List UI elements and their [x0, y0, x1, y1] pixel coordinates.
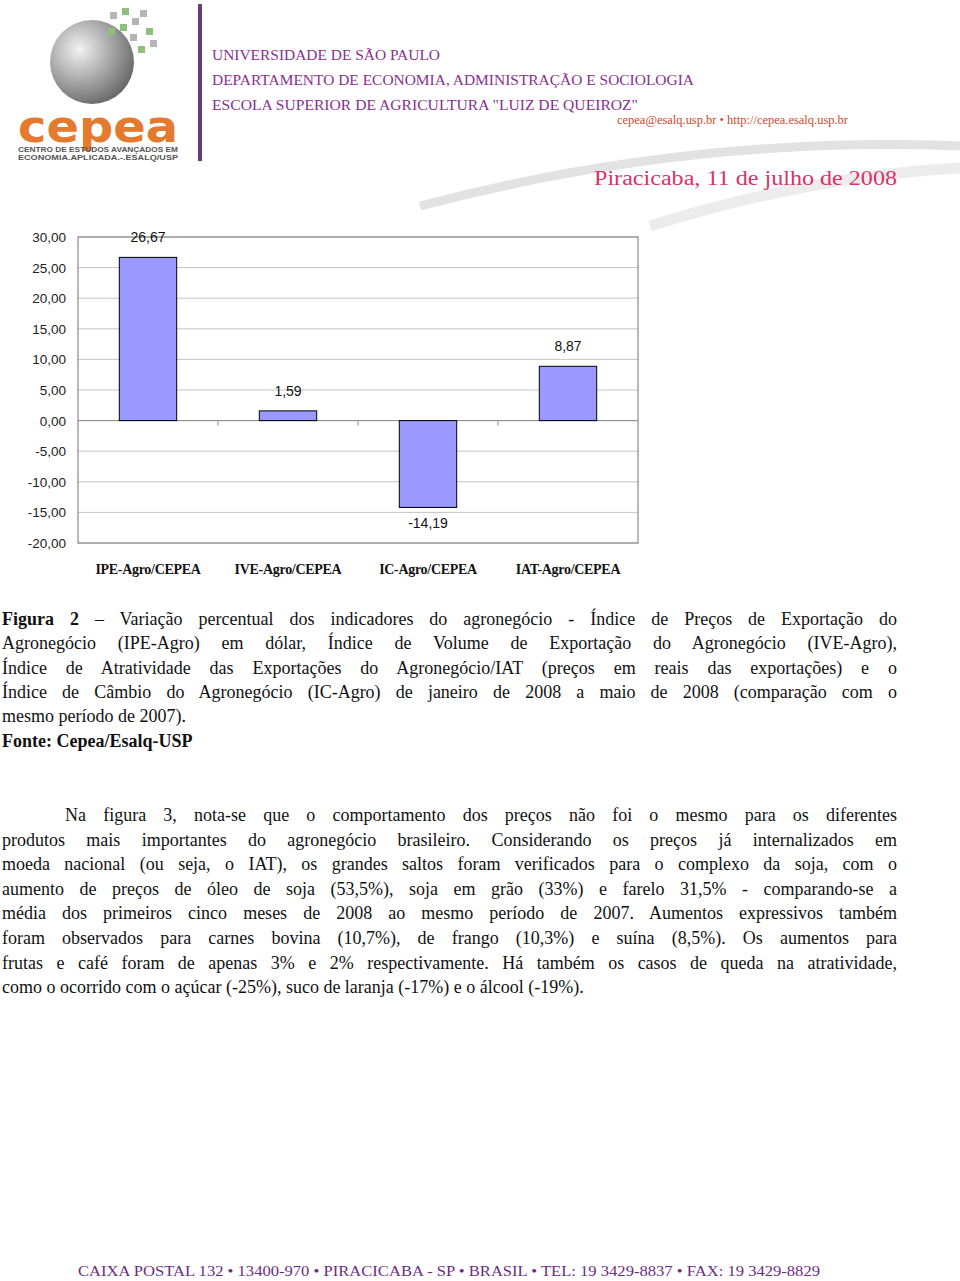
logo-pixel — [120, 24, 127, 31]
paragraph-line: Na figura 3, nota-se que o comportamento… — [65, 803, 897, 827]
bar — [399, 421, 456, 508]
y-tick-label: 20,00 — [32, 291, 66, 306]
caption-label: Figura 2 — [2, 609, 79, 629]
institution-line: ESCOLA SUPERIOR DE AGRICULTURA "LUIZ DE … — [212, 97, 638, 113]
chart: -20,00 -15,00 -10,00 -5,00 0,00 5,00 10,00 15,0… — [28, 229, 638, 577]
caption-line: Índice de Câmbio do Agronegócio (IC-Agro… — [2, 680, 897, 704]
bar — [259, 411, 316, 421]
bar — [119, 257, 176, 420]
logo-subtitle: ECONOMIA.APLICADA.-.ESALQ/USP — [18, 153, 178, 162]
paragraph-line: moeda nacional (ou seja, o IAT), os gran… — [2, 852, 897, 876]
footer: CAIXA POSTAL 132 • 13400-970 • PIRACICAB… — [78, 1263, 820, 1279]
plot-frame — [78, 237, 638, 543]
institution-line: DEPARTAMENTO DE ECONOMIA, ADMINISTRAÇÃO … — [212, 72, 694, 88]
institution-line: UNIVERSIDADE DE SÃO PAULO — [212, 47, 440, 63]
caption-line: Índice de Atratividade das Exportações d… — [2, 656, 897, 680]
data-label: 8,87 — [554, 338, 581, 354]
y-tick-label: -20,00 — [28, 536, 66, 551]
caption-line: Agronegócio (IPE-Agro) em dólar, Índice … — [2, 631, 897, 655]
paragraph-line: produtos mais importantes do agronegócio… — [2, 828, 897, 852]
logo-pixel — [132, 18, 139, 25]
caption-text: Agronegócio (IPE-Agro) em dólar, Índice … — [2, 633, 897, 653]
caption-text: – Variação percentual dos indicadores do… — [95, 609, 897, 629]
logo-pixel — [146, 28, 153, 35]
logo-pixel — [140, 10, 147, 17]
grid-line — [78, 481, 638, 482]
grid-line — [78, 512, 638, 513]
paragraph-text: produtos mais importantes do agronegócio… — [2, 830, 897, 850]
category-label: IPE-Agro/CEPEA — [95, 562, 201, 577]
category-tick — [218, 421, 219, 426]
y-tick-label: 25,00 — [32, 261, 66, 276]
paragraph-line: frutas e café foram de apenas 3% e 2% re… — [2, 951, 897, 975]
data-label: -14,19 — [408, 515, 448, 531]
page: {"header": {"logo_text": "cepea", "logo_… — [0, 0, 960, 1281]
swoosh — [420, 145, 960, 206]
logo-pixel — [108, 28, 115, 35]
caption-text: Índice de Atratividade das Exportações d… — [2, 658, 897, 678]
paragraph-line: aumento de preços de óleo de soja (53,5%… — [2, 877, 897, 901]
date: Piracicaba, 11 de julho de 2008 — [594, 167, 897, 190]
y-tick-label: 5,00 — [40, 383, 66, 398]
y-tick-label: 0,00 — [40, 414, 66, 429]
logo-pixel — [110, 12, 117, 19]
category-tick — [498, 421, 499, 426]
logo-globe — [50, 20, 134, 104]
logo-pixel — [130, 34, 137, 41]
category-tick — [358, 421, 359, 426]
category-label: IAT-Agro/CEPEA — [516, 562, 622, 577]
bars — [119, 257, 596, 507]
paragraph-line: média dos primeiros cinco meses de 2008 … — [2, 901, 897, 925]
paragraph-text: média dos primeiros cinco meses de 2008 … — [2, 903, 897, 923]
category-label: IC-Agro/CEPEA — [379, 562, 478, 577]
caption-line: mesmo período de 2007). — [2, 704, 897, 728]
logo-pixel — [150, 40, 157, 47]
y-tick-label: -15,00 — [28, 505, 66, 520]
logo-pixel — [138, 46, 145, 53]
grid-line — [78, 451, 638, 452]
y-tick-label: -10,00 — [28, 475, 66, 490]
source-line: Fonte: Cepea/Esalq-USP — [2, 729, 897, 753]
contact: cepea@esalq.usp.br • http://cepea.esalq.… — [617, 113, 848, 127]
y-tick-label: 15,00 — [32, 322, 66, 337]
caption-text: Índice de Câmbio do Agronegócio (IC-Agro… — [2, 682, 897, 702]
bar — [539, 366, 596, 420]
data-label: 1,59 — [274, 383, 301, 399]
paragraph-text: como o ocorrido com o açúcar (-25%), suc… — [2, 977, 584, 997]
paragraph-text: moeda nacional (ou seja, o IAT), os gran… — [2, 854, 897, 874]
logo-pixel — [122, 8, 129, 15]
header-divider — [198, 4, 202, 161]
caption-line: Figura 2 – Variação percentual dos indic… — [2, 607, 897, 631]
y-tick-label: -5,00 — [35, 444, 66, 459]
y-tick-label: 10,00 — [32, 352, 66, 367]
paragraph-text: Na figura 3, nota-se que o comportamento… — [65, 805, 897, 825]
category-label: IVE-Agro/CEPEA — [235, 562, 343, 577]
source: Fonte: Cepea/Esalq-USP — [2, 731, 193, 751]
paragraph-text: frutas e café foram de apenas 3% e 2% re… — [2, 953, 897, 973]
paragraph-text: aumento de preços de óleo de soja (53,5%… — [2, 879, 897, 899]
paragraph-text: foram observados para carnes bovina (10,… — [2, 928, 897, 948]
paragraph-line: como o ocorrido com o açúcar (-25%), suc… — [2, 975, 897, 999]
paragraph-line: foram observados para carnes bovina (10,… — [2, 926, 897, 950]
y-tick-label: 30,00 — [32, 230, 66, 245]
caption-text: mesmo período de 2007). — [2, 706, 186, 726]
data-label: 26,67 — [130, 229, 165, 245]
